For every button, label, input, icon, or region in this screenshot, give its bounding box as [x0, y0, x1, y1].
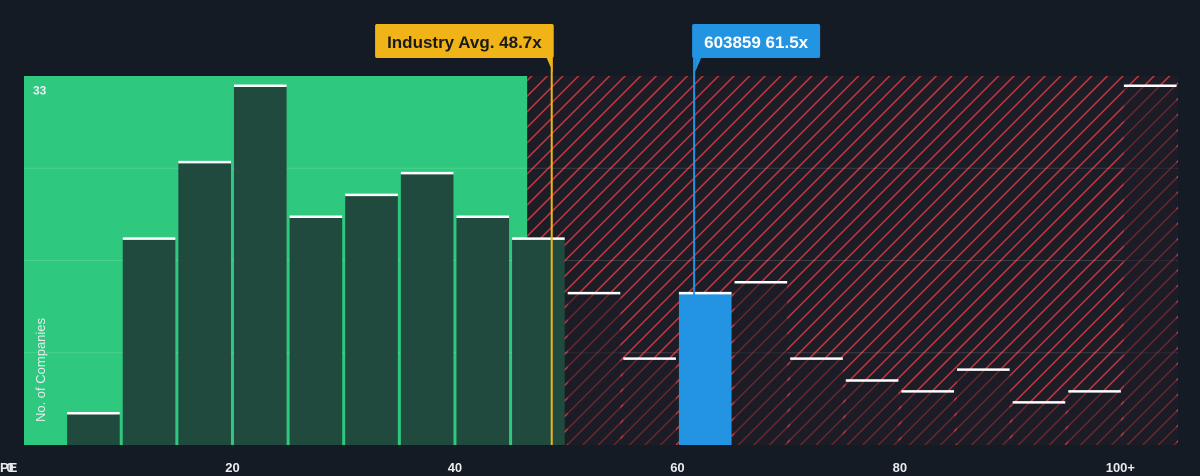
industry-callout-notch: [546, 58, 553, 72]
histogram-bar: [456, 215, 510, 445]
x-tick-label: 20: [225, 460, 239, 475]
company-callout-box: [692, 24, 821, 58]
histogram-bar: [623, 357, 676, 445]
histogram-bar: [67, 412, 120, 445]
histogram-bar: [901, 390, 955, 445]
histogram-bar: [400, 172, 454, 446]
x-tick-label: 60: [670, 460, 684, 475]
industry-callout-box: [375, 24, 554, 58]
industry-annotation: Industry Avg. 48.7x: [375, 24, 554, 445]
histogram-bar: [1012, 401, 1066, 445]
histogram-bar: [845, 379, 899, 445]
x-tick-label: 100+: [1106, 460, 1136, 475]
histogram-bar: [345, 193, 398, 445]
x-tick-label: 0: [6, 460, 13, 475]
industry-label: Industry Avg. 48.7x: [387, 33, 542, 52]
x-tick-label: 40: [448, 460, 462, 475]
histogram-bar: [289, 215, 343, 445]
histogram-bar: [567, 292, 621, 445]
company-annotation: 603859 61.5x: [692, 24, 821, 445]
histogram-bar: [178, 161, 231, 445]
x-tick-label: 80: [893, 460, 907, 475]
company-callout-notch: [695, 58, 702, 72]
histogram-bar: [678, 292, 732, 445]
histogram-bar: [1123, 84, 1177, 445]
x-axis-label: PE: [0, 460, 18, 475]
histogram-bar: [233, 84, 287, 445]
histogram-bar: [122, 237, 176, 445]
company-label: 603859 61.5x: [704, 33, 809, 52]
histogram-bar: [790, 357, 843, 445]
histogram-bar: [512, 237, 565, 445]
histogram-bar: [1068, 390, 1121, 445]
histogram-bar: [957, 368, 1010, 445]
y-tick-label: 33: [33, 84, 47, 98]
histogram-bar: [734, 281, 788, 445]
y-axis-label: No. of Companies: [33, 317, 48, 422]
